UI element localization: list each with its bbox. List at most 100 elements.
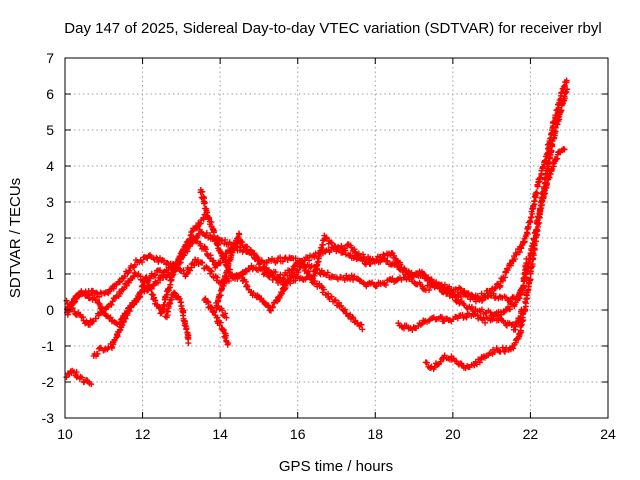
data-point: [482, 319, 489, 326]
y-tick-label: 5: [46, 122, 54, 138]
data-point: [332, 297, 339, 304]
data-point: [359, 326, 366, 333]
data-point: [457, 285, 464, 292]
data-point: [423, 359, 430, 366]
data-point: [225, 340, 232, 347]
y-tick-label: 3: [46, 194, 54, 210]
data-point: [327, 239, 334, 246]
data-point: [210, 229, 217, 236]
chart-title: Day 147 of 2025, Sidereal Day-to-day VTE…: [64, 20, 601, 37]
data-point: [510, 345, 517, 352]
series-track-6: [162, 289, 192, 347]
data-point: [318, 267, 325, 274]
x-tick-label: 14: [212, 426, 228, 442]
x-tick-label: 12: [135, 426, 151, 442]
data-point: [199, 188, 206, 195]
y-axis-title: SDTVAR / TECUs: [7, 178, 24, 298]
data-point: [382, 281, 389, 288]
data-point: [161, 296, 168, 303]
data-point: [176, 295, 183, 302]
data-point: [185, 334, 192, 341]
data-point: [426, 286, 433, 293]
data-point: [458, 293, 465, 300]
data-point: [290, 272, 297, 279]
data-point: [341, 276, 348, 283]
data-point: [320, 286, 327, 293]
data-point: [197, 242, 204, 249]
data-point: [351, 246, 358, 253]
data-point: [478, 306, 485, 313]
data-point: [476, 359, 483, 366]
data-point: [561, 146, 568, 153]
data-point: [138, 283, 145, 290]
data-point: [183, 326, 190, 333]
data-point: [205, 299, 212, 306]
data-point: [281, 255, 288, 262]
data-point: [152, 271, 159, 278]
data-point: [210, 257, 217, 264]
data-point: [278, 290, 285, 297]
data-point: [564, 86, 571, 93]
data-point: [277, 254, 284, 261]
data-point: [397, 261, 404, 268]
data-point: [222, 236, 229, 243]
data-point: [428, 276, 435, 283]
data-point: [312, 266, 319, 273]
data-point: [358, 321, 365, 328]
data-point: [164, 308, 171, 315]
data-point: [123, 282, 130, 289]
data-point: [160, 274, 167, 281]
data-point: [191, 262, 198, 269]
data-point: [440, 285, 447, 292]
y-tick-label: 2: [46, 230, 54, 246]
data-point: [305, 268, 312, 275]
data-point: [347, 252, 354, 259]
data-point: [244, 283, 251, 290]
data-point: [67, 301, 74, 308]
series-track-9: [63, 367, 95, 388]
data-point: [527, 276, 534, 283]
data-point: [129, 300, 136, 307]
data-point: [501, 348, 508, 355]
data-point: [491, 285, 498, 292]
data-point: [223, 250, 230, 257]
data-point: [506, 306, 513, 313]
data-point: [155, 258, 162, 265]
data-point: [429, 315, 436, 322]
data-point: [338, 302, 345, 309]
data-point: [389, 275, 396, 282]
data-point: [295, 269, 302, 276]
data-point: [373, 257, 380, 264]
data-point: [73, 369, 80, 376]
data-point: [504, 267, 511, 274]
data-point: [208, 268, 215, 275]
data-point: [214, 274, 221, 281]
data-point: [223, 314, 230, 321]
data-point: [256, 260, 263, 267]
data-point: [273, 276, 280, 283]
data-point: [187, 232, 194, 239]
data-point: [384, 257, 391, 264]
data-point: [563, 77, 570, 84]
data-point: [272, 269, 279, 276]
data-point: [207, 232, 214, 239]
data-point: [110, 285, 117, 292]
data-point: [96, 300, 103, 307]
data-point: [225, 277, 232, 284]
data-point: [219, 307, 226, 314]
data-point: [240, 277, 247, 284]
data-point: [237, 271, 244, 278]
data-point: [530, 250, 537, 257]
data-point: [493, 313, 500, 320]
data-point: [292, 255, 299, 262]
data-point: [268, 307, 275, 314]
data-point: [220, 327, 227, 334]
data-point: [522, 263, 529, 270]
data-point: [220, 277, 227, 284]
data-point: [244, 243, 251, 250]
x-tick-label: 10: [57, 426, 73, 442]
data-point: [91, 294, 98, 301]
data-point: [106, 315, 113, 322]
data-point: [254, 254, 261, 261]
